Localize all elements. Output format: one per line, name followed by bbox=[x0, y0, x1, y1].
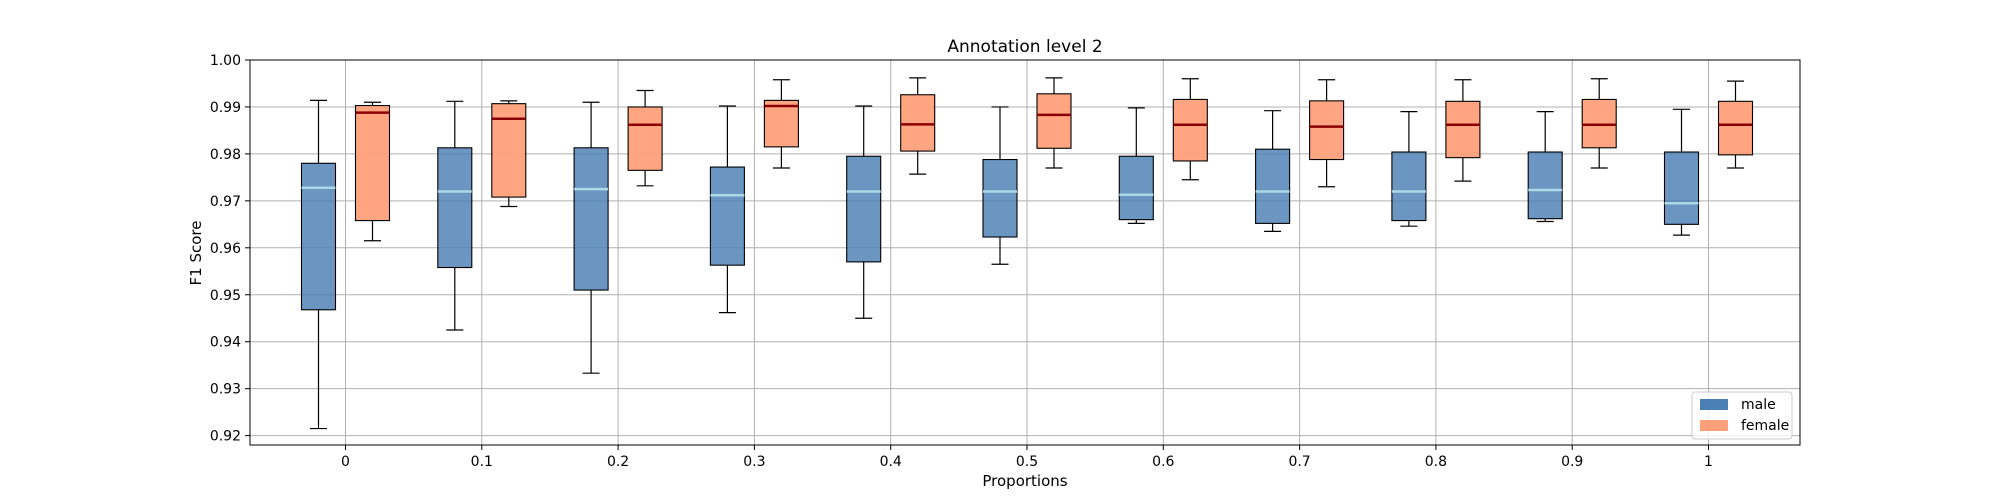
box-male bbox=[982, 106, 1018, 265]
box-body bbox=[1527, 151, 1563, 220]
box-female bbox=[1581, 78, 1617, 169]
box-male bbox=[709, 105, 745, 314]
box-body bbox=[1172, 98, 1208, 162]
x-axis-label: Proportions bbox=[982, 472, 1067, 490]
box-female bbox=[1172, 78, 1208, 181]
x-tick-label: 0.8 bbox=[1425, 454, 1447, 470]
chart-title: Annotation level 2 bbox=[947, 37, 1102, 57]
box-female bbox=[354, 101, 391, 242]
legend-label-male: male bbox=[1741, 397, 1776, 413]
y-tick-label: 0.95 bbox=[210, 288, 241, 304]
x-tick-label: 0.5 bbox=[1016, 454, 1038, 470]
box-male bbox=[1391, 111, 1427, 227]
legend-swatch-female bbox=[1700, 420, 1728, 431]
box-female bbox=[900, 77, 936, 175]
x-tick-label: 0.2 bbox=[607, 454, 629, 470]
box-body bbox=[763, 99, 799, 148]
box-body bbox=[437, 147, 473, 269]
y-tick-label: 0.93 bbox=[210, 382, 241, 398]
x-tick-label: 0 bbox=[341, 454, 350, 470]
y-tick-label: 0.92 bbox=[210, 429, 241, 445]
box-body bbox=[1255, 148, 1291, 224]
x-tick-label: 0.6 bbox=[1152, 454, 1174, 470]
box-body bbox=[573, 147, 609, 291]
box-male bbox=[1527, 111, 1563, 223]
box-body bbox=[900, 94, 936, 152]
x-tick-label: 0.1 bbox=[471, 454, 493, 470]
plot-frame bbox=[249, 59, 1801, 446]
box-body bbox=[846, 155, 882, 263]
y-axis-ticks: 0.92 0.93 0.94 0.95 0.96 0.97 0.98 0.99 1.00 bbox=[210, 53, 250, 445]
box-male bbox=[437, 100, 473, 331]
box-body bbox=[1717, 100, 1754, 156]
y-tick-label: 0.97 bbox=[210, 194, 241, 210]
box-female bbox=[1036, 77, 1072, 169]
y-axis-label: F1 Score bbox=[187, 221, 205, 286]
box-male bbox=[846, 105, 882, 319]
box-body bbox=[627, 106, 663, 171]
box-female bbox=[1445, 79, 1481, 182]
box-body bbox=[300, 162, 337, 311]
box-female bbox=[763, 79, 799, 169]
box-body bbox=[1663, 151, 1700, 225]
box-body bbox=[1118, 155, 1154, 221]
box-series bbox=[300, 77, 1754, 430]
box-body bbox=[982, 158, 1018, 238]
x-tick-label: 0.3 bbox=[743, 454, 765, 470]
y-tick-label: 0.96 bbox=[210, 241, 241, 257]
x-tick-label: 0.4 bbox=[880, 454, 902, 470]
box-male bbox=[1118, 107, 1154, 224]
legend-swatch-male bbox=[1700, 399, 1728, 410]
box-female bbox=[1717, 80, 1754, 169]
y-tick-label: 0.99 bbox=[210, 100, 241, 116]
y-tick-label: 0.94 bbox=[210, 335, 241, 351]
box-body bbox=[1036, 93, 1072, 149]
box-male bbox=[1663, 108, 1700, 236]
box-female bbox=[1309, 79, 1345, 188]
box-body bbox=[1309, 100, 1345, 161]
y-tick-label: 0.98 bbox=[210, 147, 241, 163]
box-body bbox=[354, 104, 391, 222]
box-male bbox=[1255, 110, 1291, 232]
x-tick-label: 1 bbox=[1704, 454, 1713, 470]
box-body bbox=[1391, 151, 1427, 222]
legend: male female bbox=[1691, 391, 1793, 440]
y-tick-label: 1.00 bbox=[210, 53, 241, 69]
legend-label-female: female bbox=[1741, 418, 1789, 434]
x-tick-label: 0.7 bbox=[1288, 454, 1310, 470]
box-body bbox=[709, 166, 745, 266]
box-female bbox=[491, 100, 527, 208]
box-male bbox=[300, 99, 337, 430]
box-male bbox=[573, 101, 609, 374]
box-body bbox=[1445, 100, 1481, 159]
box-female bbox=[627, 89, 663, 187]
x-axis-ticks: 0 0.1 0.2 0.3 0.4 0.5 0.6 0.7 0.8 0.9 1 bbox=[341, 445, 1713, 470]
x-tick-label: 0.9 bbox=[1561, 454, 1583, 470]
